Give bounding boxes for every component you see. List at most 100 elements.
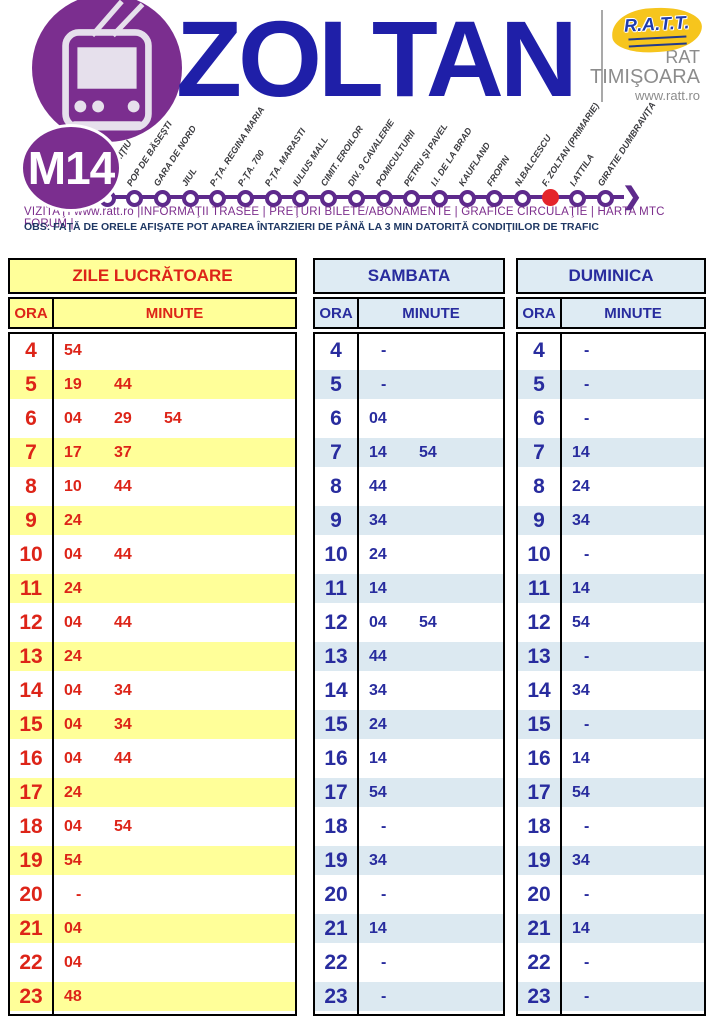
table-row: 8 24 xyxy=(518,470,704,504)
table-row: 10 04 44 xyxy=(10,538,295,572)
minute-value: - xyxy=(584,546,590,563)
minute-cell: - xyxy=(359,878,503,912)
hour-cell: 7 xyxy=(10,436,54,470)
hour-cell: 16 xyxy=(518,742,562,776)
station-node xyxy=(569,190,587,207)
station-node xyxy=(458,190,476,207)
table-row: 6 04 29 54 xyxy=(10,402,295,436)
minute-cell: 24 xyxy=(54,504,295,538)
table-row: 15 - xyxy=(518,708,704,742)
station-label: JIUL xyxy=(179,166,199,188)
station-node xyxy=(292,190,310,207)
minute-cell: 14 xyxy=(359,572,503,606)
minute-cell: 04 34 xyxy=(54,674,295,708)
timetable-weekdays: ZILE LUCRĂTOARE ORA MINUTE 4 54 5 19 44 6 04 29 54 7… xyxy=(8,258,297,1016)
minute-cell: - xyxy=(562,538,704,572)
minute-value: 24 xyxy=(64,512,82,529)
minute-cell: 04 34 xyxy=(54,708,295,742)
minute-value: 44 xyxy=(114,546,132,563)
table-row: 13 24 xyxy=(10,640,295,674)
minute-cell: - xyxy=(359,980,503,1014)
hour-cell: 15 xyxy=(315,708,359,742)
table-row: 10 - xyxy=(518,538,704,572)
minute-value: 04 xyxy=(64,682,82,699)
minute-cell: - xyxy=(562,402,704,436)
minute-cell: 17 37 xyxy=(54,436,295,470)
station-node xyxy=(514,190,531,207)
minute-cell: 04 xyxy=(54,912,295,946)
table-row: 20 - xyxy=(315,878,503,912)
col-header-minute: MINUTE xyxy=(145,304,204,322)
minute-value: 44 xyxy=(369,648,387,665)
minute-cell: 34 xyxy=(562,504,704,538)
hour-cell: 4 xyxy=(315,334,359,368)
table-row: 13 - xyxy=(518,640,704,674)
hour-cell: 9 xyxy=(10,504,54,538)
table-row: 7 14 xyxy=(518,436,704,470)
hour-cell: 15 xyxy=(10,708,54,742)
minute-cell: - xyxy=(562,708,704,742)
minute-value: 37 xyxy=(114,444,132,461)
minute-value: 24 xyxy=(369,546,387,563)
hour-cell: 16 xyxy=(315,742,359,776)
minute-cell: 14 xyxy=(359,912,503,946)
minute-cell: 04 44 xyxy=(54,538,295,572)
table-row: 6 04 xyxy=(315,402,503,436)
minute-value: 24 xyxy=(369,716,387,733)
minute-value: 24 xyxy=(64,648,82,665)
hour-cell: 7 xyxy=(518,436,562,470)
hour-cell: 21 xyxy=(10,912,54,946)
hour-cell: 19 xyxy=(10,844,54,878)
header-divider xyxy=(601,10,603,102)
table-row: 7 14 54 xyxy=(315,436,503,470)
minute-value: 44 xyxy=(114,614,132,631)
table-row: 15 04 34 xyxy=(10,708,295,742)
station-node xyxy=(320,190,338,207)
route-logo-circle xyxy=(32,0,182,142)
col-header-hour: ORA xyxy=(10,299,54,327)
table-row: 8 10 44 xyxy=(10,470,295,504)
hour-cell: 5 xyxy=(315,368,359,402)
hour-cell: 20 xyxy=(10,878,54,912)
col-header-minute: MINUTE xyxy=(604,304,662,322)
hour-cell: 6 xyxy=(315,402,359,436)
minute-cell: 04 54 xyxy=(54,810,295,844)
table-column-headers: ORA MINUTE xyxy=(516,297,706,329)
hour-cell: 23 xyxy=(518,980,562,1014)
hour-cell: 22 xyxy=(315,946,359,980)
minute-cell: 34 xyxy=(359,844,503,878)
table-row: 22 - xyxy=(518,946,704,980)
hour-cell: 14 xyxy=(518,674,562,708)
station-node xyxy=(126,190,144,207)
table-row: 9 24 xyxy=(10,504,295,538)
minute-cell: 24 xyxy=(54,572,295,606)
minute-value: 04 xyxy=(64,716,82,733)
minute-value: - xyxy=(381,818,387,835)
minute-cell: - xyxy=(562,810,704,844)
minute-cell: - xyxy=(359,368,503,402)
minute-value: 04 xyxy=(64,410,82,427)
hour-cell: 9 xyxy=(518,504,562,538)
table-row: 23 - xyxy=(315,980,503,1014)
timetable-sunday: DUMINICA ORA MINUTE 4-5-6-7 14 8 24 9 34 10-11 14 1… xyxy=(516,258,706,1016)
minute-cell: - xyxy=(562,946,704,980)
table-row: 22 - xyxy=(315,946,503,980)
table-row: 16 14 xyxy=(518,742,704,776)
minute-cell: 04 xyxy=(359,402,503,436)
hour-cell: 23 xyxy=(315,980,359,1014)
minute-cell: 54 xyxy=(54,334,295,368)
table-row: 8 44 xyxy=(315,470,503,504)
operator-name-line1: RAT xyxy=(665,47,700,67)
minute-cell: - xyxy=(562,980,704,1014)
minute-cell: 14 xyxy=(562,572,704,606)
table-row: 14 04 34 xyxy=(10,674,295,708)
minute-value: 54 xyxy=(419,444,437,461)
minute-value: 04 xyxy=(369,614,387,631)
minute-value: - xyxy=(584,988,590,1005)
table-row: 12 54 xyxy=(518,606,704,640)
minute-value: 34 xyxy=(114,682,132,699)
table-row: 17 54 xyxy=(518,776,704,810)
table-row: 9 34 xyxy=(315,504,503,538)
minute-value: 34 xyxy=(572,512,590,529)
